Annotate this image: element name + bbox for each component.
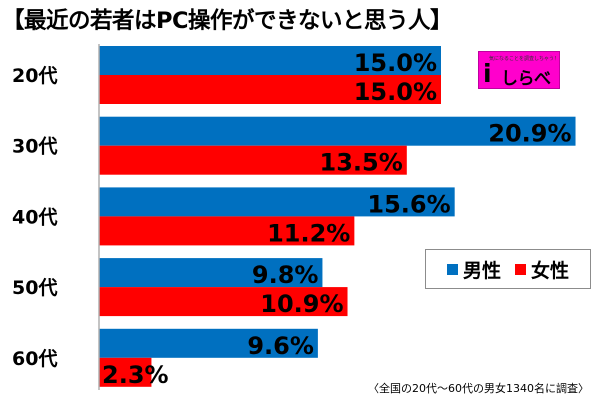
title-open-bracket: 【 — [2, 8, 25, 34]
title-close-bracket: 】 — [430, 8, 453, 34]
bar-female — [99, 75, 441, 104]
category-label: 30代 — [12, 136, 57, 158]
legend-item-female: 女性 — [515, 256, 569, 283]
data-label-female: 2.3% — [102, 361, 169, 389]
logo-name: しらべぇ — [501, 69, 551, 89]
chart-title: 【最近の若者はPC操作ができないと思う人】 — [2, 3, 598, 35]
title-text: 最近の若者はPC操作ができないと思う人 — [24, 8, 431, 34]
bar-female — [99, 145, 407, 175]
legend: 男性 女性 — [425, 249, 591, 289]
legend-swatch-male — [446, 263, 458, 275]
data-label-male: 15.6% — [367, 190, 450, 218]
shirabe-logo: 気になることを調査しちゃう！ i しらべぇ — [478, 51, 560, 89]
category-label: 20代 — [12, 65, 57, 87]
legend-label-female: 女性 — [531, 259, 570, 282]
data-label-male: 9.6% — [247, 332, 314, 360]
bar-male — [99, 328, 318, 358]
legend-item-male: 男性 — [446, 256, 501, 283]
category-label: 50代 — [12, 277, 57, 299]
bar-male — [99, 258, 323, 288]
logo-mark-icon: i — [483, 59, 492, 88]
bar-female — [99, 216, 355, 246]
bar-male — [99, 46, 441, 75]
bar-male — [99, 116, 576, 146]
data-label-female: 15.0% — [354, 78, 437, 106]
footnote: 〈全国の20代〜60代の男女1340名に調査〉 — [368, 382, 589, 395]
data-label-female: 11.2% — [267, 219, 350, 247]
bar-female — [99, 287, 348, 317]
legend-swatch-female — [515, 263, 526, 275]
data-label-male: 15.0% — [354, 49, 437, 77]
data-label-male: 9.8% — [252, 261, 319, 289]
legend-label-male: 男性 — [462, 259, 501, 282]
logo-tagline: 気になることを調査しちゃう！ — [489, 56, 560, 62]
data-label-female: 13.5% — [320, 149, 403, 177]
category-label: 60代 — [12, 348, 57, 370]
bar-female — [99, 357, 152, 387]
category-label: 40代 — [12, 206, 57, 228]
bar-male — [99, 187, 455, 217]
data-label-female: 10.9% — [260, 290, 343, 318]
data-label-male: 20.9% — [488, 120, 571, 148]
